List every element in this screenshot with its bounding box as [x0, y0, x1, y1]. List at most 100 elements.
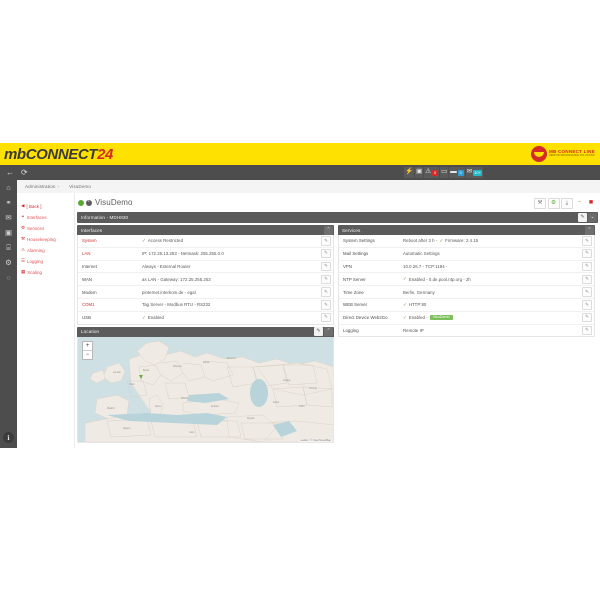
row-value-text-2: Firmware: 2.4.15	[445, 238, 479, 244]
check-icon: ✓	[403, 301, 407, 307]
row-edit-button[interactable]: ✎	[582, 248, 592, 259]
pencil-icon: ✎	[316, 328, 321, 335]
row-edit-button[interactable]: ✎	[321, 300, 331, 310]
download-button[interactable]: ⤓	[561, 198, 573, 209]
check-icon: ✓	[403, 276, 407, 282]
sidebar-item-logging[interactable]: ☰ Logging	[17, 256, 74, 267]
row-edit-button[interactable]: ✎	[321, 312, 331, 323]
location-map[interactable]: Berlin Warsaw Minsk Moscow London Paris …	[77, 336, 334, 443]
row-edit-button[interactable]: ✎	[321, 236, 331, 246]
chip-session[interactable]: ▬ 0	[449, 167, 465, 178]
pencil-icon: ✎	[585, 237, 589, 243]
row-value: Berlin, Germany	[403, 290, 594, 295]
row-edit-button[interactable]: ✎	[582, 325, 592, 336]
mbconnect24-logo[interactable]: mbCONNECT24	[4, 146, 113, 163]
chip-alarm[interactable]: ⚠ 0	[424, 167, 440, 178]
pencil-icon: ✎	[585, 301, 589, 307]
row-edit-button[interactable]: ✎	[582, 274, 592, 285]
left-column: Interfaces ⌃ System ✓	[77, 225, 334, 445]
pencil-icon: ✎	[324, 276, 328, 282]
rail-item-mail[interactable]: ✉	[0, 210, 17, 225]
location-edit-button[interactable]: ✎	[314, 327, 323, 337]
sidebar-item-back[interactable]: ◀ [ Back ]	[17, 201, 74, 212]
settings-gear-button[interactable]: ⚙	[547, 198, 560, 209]
row-edit-button[interactable]: ✎	[582, 287, 592, 297]
check-icon: ✓	[403, 314, 407, 320]
pencil-icon: ✎	[324, 237, 328, 243]
breadcrumb-root[interactable]: Administration	[25, 184, 56, 189]
device-icon: ⌸	[6, 242, 11, 252]
row-key: NTP Server	[343, 276, 366, 282]
row-edit-button[interactable]: ✎	[321, 274, 331, 285]
location-collapse-button[interactable]: ⌃	[324, 327, 333, 337]
map-marker-pin-icon[interactable]	[136, 367, 147, 379]
chip-device[interactable]: ▣	[415, 167, 424, 178]
info-icon[interactable]	[86, 199, 92, 206]
row-edit-button[interactable]: ✎	[582, 312, 592, 323]
pencil-icon: ✎	[585, 263, 589, 269]
row-edit-button[interactable]: ✎	[321, 287, 331, 297]
svg-text:Delhi: Delhi	[299, 405, 305, 408]
services-panel: Services ⌃ System Settings	[338, 225, 595, 338]
interfaces-panel-header: Interfaces ⌃	[77, 225, 334, 235]
back-arrow-icon[interactable]: ←	[6, 167, 14, 177]
chevron-up-icon: ⌃	[326, 226, 331, 233]
page-action-buttons: ⚒ ⚙ ⤓ − ■	[534, 198, 596, 209]
svg-text:London: London	[113, 371, 122, 374]
row-edit-button[interactable]: ✎	[582, 261, 592, 272]
check-icon: ✓	[142, 314, 146, 320]
alarm-count-badge: 0	[432, 169, 439, 176]
row-edit-button[interactable]: ✎	[582, 300, 592, 310]
row-edit-button[interactable]: ✎	[321, 248, 331, 259]
rail-item-settings[interactable]: ⚙	[0, 255, 17, 270]
sidebar-item-services[interactable]: ⚙ Services	[17, 223, 74, 234]
row-value-text: Enabled -	[408, 315, 428, 321]
svg-text:Astana: Astana	[283, 379, 291, 382]
svg-text:Warsaw: Warsaw	[173, 365, 182, 368]
sidebar-item-housekeeping[interactable]: ⚒ Housekeeping	[17, 234, 74, 245]
rail-item-network[interactable]: ⚭	[0, 195, 17, 210]
table-row: System Settings Reboot after 3 h - ✓ Fir…	[339, 235, 594, 248]
information-collapse-button[interactable]: ⌄	[588, 213, 597, 222]
table-row: Mail Settings Automatic Settings ✎	[339, 248, 594, 261]
row-value: Automatic Settings	[403, 251, 594, 256]
stop-button[interactable]: ■	[586, 198, 596, 207]
row-edit-button[interactable]: ✎	[582, 236, 592, 246]
chip-monitor[interactable]: ▭	[440, 167, 449, 178]
sidebar-item-interfaces[interactable]: ⚭ Interfaces	[17, 212, 74, 223]
table-row: VPN 10.0.26.7 - TCP:1194 - ✎	[339, 261, 594, 274]
row-value-text: pinternet.interkom.de - egal	[142, 289, 196, 295]
mcl-line-1: MB CONNECT LINE	[549, 149, 595, 155]
refresh-icon[interactable]: ⟳	[21, 167, 28, 177]
table-row: Logging Remote IP ✎	[339, 325, 594, 337]
panels-grid: Interfaces ⌃ System ✓	[77, 225, 598, 445]
pencil-icon: ✎	[585, 250, 589, 256]
sidebar-item-scaling[interactable]: ▦ Scaling	[17, 267, 74, 278]
rail-item-monitor[interactable]: ▣	[0, 225, 17, 240]
table-row: COM1 Tag Server - Modbus RTU - RS232 ✎	[78, 299, 333, 312]
gear-icon: ⚙	[551, 199, 556, 206]
pencil-icon: ✎	[324, 263, 328, 269]
information-edit-button[interactable]: ✎	[578, 213, 587, 222]
row-value: Tag Server - Modbus RTU - RS232	[142, 302, 333, 307]
services-collapse-button[interactable]: ⌃	[585, 225, 594, 235]
map-zoom-in-button[interactable]: +	[83, 342, 92, 351]
web2go-app-badge[interactable]: VisuDemo	[429, 314, 453, 321]
minus-button[interactable]: −	[575, 198, 585, 207]
rail-item-more[interactable]: ○	[0, 270, 17, 285]
rail-item-info[interactable]: ℹ	[3, 432, 14, 443]
row-edit-button[interactable]: ✎	[321, 261, 331, 272]
chip-mail[interactable]: ✉ 10+	[465, 167, 483, 178]
rail-item-devices[interactable]: ⌸	[0, 240, 17, 255]
map-attribution[interactable]: Leaflet | © OpenStreetMap	[299, 438, 332, 442]
map-zoom-out-button[interactable]: −	[85, 351, 90, 358]
interfaces-collapse-button[interactable]: ⌃	[324, 225, 333, 235]
wrench-button[interactable]: ⚒	[534, 198, 546, 209]
chip-power[interactable]: ⚡	[404, 167, 415, 178]
table-row: LAN IP: 172.25.13.253 - Netmask: 255.255…	[78, 248, 333, 261]
chevron-down-icon: ⌄	[590, 214, 595, 220]
sidebar-item-alarming[interactable]: ⚠ Alarming	[17, 245, 74, 256]
pencil-icon: ✎	[585, 314, 589, 320]
rail-item-home[interactable]: ⌂	[0, 180, 17, 195]
gear-icon: ⚙	[5, 258, 12, 267]
